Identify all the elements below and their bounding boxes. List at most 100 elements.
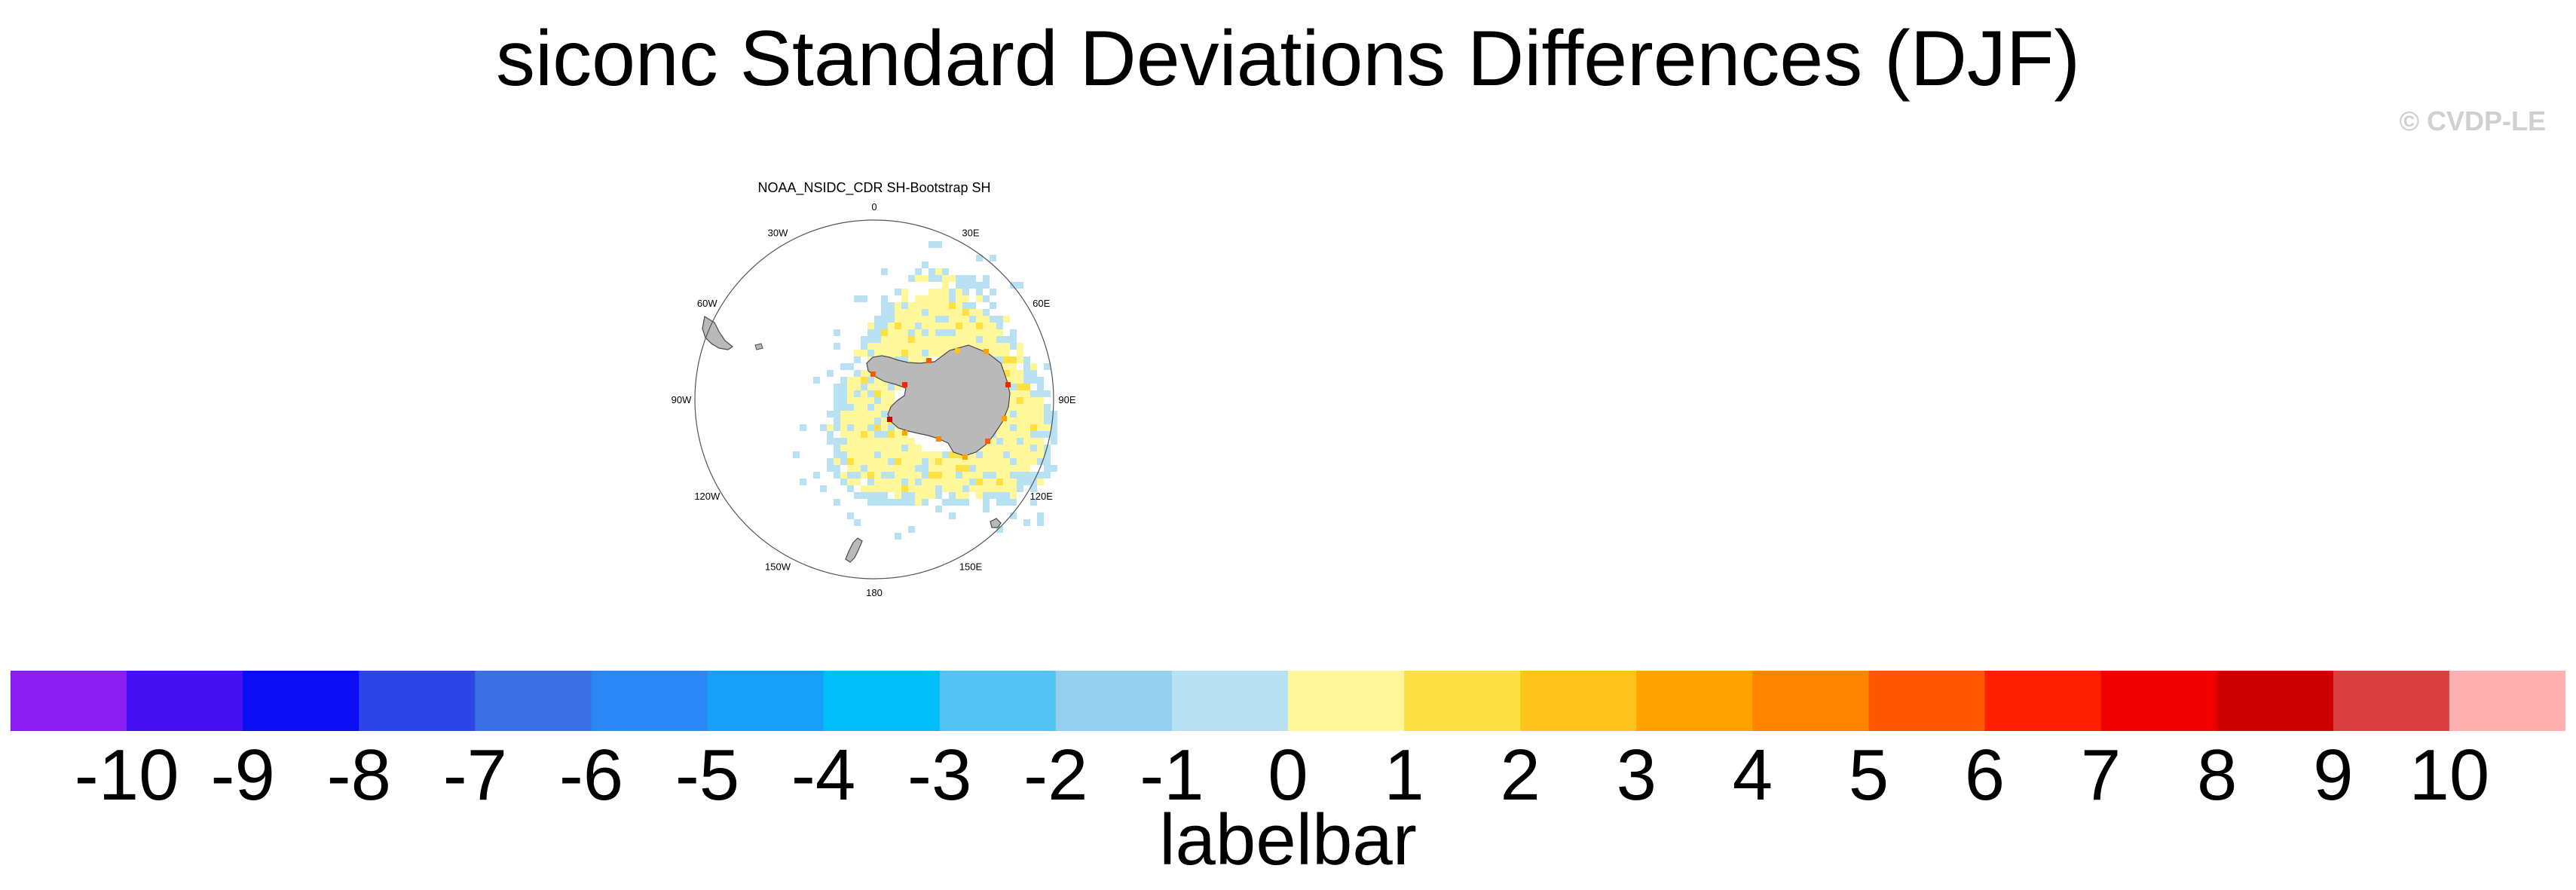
ice-cell bbox=[1003, 492, 1010, 499]
ice-cell bbox=[962, 479, 969, 485]
ice-cell bbox=[854, 370, 861, 377]
ice-cell bbox=[935, 485, 942, 492]
ice-cell bbox=[874, 336, 881, 343]
ice-cell bbox=[942, 472, 949, 479]
ice-cell bbox=[962, 492, 969, 499]
ice-cell bbox=[949, 336, 956, 343]
ice-cell bbox=[1037, 390, 1044, 397]
ice-cell bbox=[929, 316, 935, 323]
ice-cell bbox=[888, 309, 895, 316]
ice-cell bbox=[996, 492, 1003, 499]
ice-cell bbox=[888, 302, 895, 309]
ice-cell bbox=[1010, 424, 1017, 431]
labelbar-box bbox=[2449, 671, 2565, 731]
ice-cell bbox=[1023, 377, 1030, 384]
ice-cell bbox=[908, 350, 915, 356]
ice-cell bbox=[867, 377, 874, 384]
ice-cell bbox=[929, 485, 935, 492]
ice-cell bbox=[935, 329, 942, 336]
ice-cell bbox=[1044, 451, 1051, 458]
ice-cell bbox=[1010, 282, 1017, 289]
ice-cell bbox=[901, 309, 908, 316]
ice-cell bbox=[881, 268, 888, 275]
ice-cell bbox=[1037, 451, 1044, 458]
ice-cell bbox=[1037, 458, 1044, 465]
ice-cell bbox=[949, 485, 956, 492]
ice-cell bbox=[949, 295, 956, 302]
ice-cell bbox=[895, 302, 901, 309]
ice-cell bbox=[881, 323, 888, 329]
ice-cell bbox=[867, 499, 874, 506]
ice-cell bbox=[922, 492, 929, 499]
ice-cell bbox=[962, 289, 969, 295]
ice-cell bbox=[874, 458, 881, 465]
ice-cell bbox=[867, 445, 874, 451]
ice-cell bbox=[840, 363, 847, 370]
ice-cell bbox=[888, 323, 895, 329]
ice-cell bbox=[1010, 451, 1017, 458]
ice-cell bbox=[1023, 479, 1030, 485]
ice-cell bbox=[895, 479, 901, 485]
ice-cell bbox=[1010, 438, 1017, 445]
ice-cell bbox=[854, 295, 861, 302]
ice-cell bbox=[888, 431, 895, 438]
ice-cell bbox=[1010, 479, 1017, 485]
ice-cell bbox=[922, 309, 929, 316]
ice-cell bbox=[935, 323, 942, 329]
tasmania-landmass bbox=[990, 518, 1002, 528]
ice-cell bbox=[956, 275, 962, 282]
ice-cell bbox=[942, 465, 949, 472]
ice-cell bbox=[901, 499, 908, 506]
ice-cell bbox=[1044, 465, 1051, 472]
ice-cell bbox=[861, 438, 867, 445]
ice-cell bbox=[874, 390, 881, 397]
ice-cell bbox=[949, 458, 956, 465]
ice-cell bbox=[929, 268, 935, 275]
ice-cell bbox=[881, 465, 888, 472]
ice-cell bbox=[881, 329, 888, 336]
coastal-anomaly-points bbox=[870, 348, 1011, 460]
ice-cell bbox=[929, 472, 935, 479]
ice-cell bbox=[1030, 397, 1037, 404]
ice-cell bbox=[1017, 451, 1023, 458]
ice-cell bbox=[1017, 485, 1023, 492]
ice-cell bbox=[983, 275, 990, 282]
ice-cell bbox=[1010, 377, 1017, 384]
ice-cell bbox=[888, 336, 895, 343]
ice-cell bbox=[1003, 485, 1010, 492]
south-america-landmass bbox=[702, 316, 734, 350]
ice-cell bbox=[915, 479, 922, 485]
ice-cell bbox=[1037, 472, 1044, 479]
ice-cell bbox=[827, 370, 834, 377]
ice-cell bbox=[834, 390, 840, 397]
ice-cell bbox=[820, 485, 827, 492]
ice-cell bbox=[895, 384, 901, 390]
ice-cell bbox=[915, 302, 922, 309]
ice-cell bbox=[1030, 417, 1037, 424]
ice-cell bbox=[976, 492, 983, 499]
ice-cell bbox=[1017, 417, 1023, 424]
ice-cell bbox=[983, 458, 990, 465]
labelbar-box bbox=[1171, 671, 1289, 731]
ice-cell bbox=[827, 458, 834, 465]
labelbar-tick-label: 4 bbox=[1732, 735, 1773, 815]
ice-cell bbox=[1010, 485, 1017, 492]
ice-cell bbox=[874, 424, 881, 431]
ice-cell bbox=[1037, 397, 1044, 404]
ice-cell bbox=[834, 472, 840, 479]
ice-cell bbox=[867, 390, 874, 397]
ice-cell bbox=[915, 295, 922, 302]
ice-cell bbox=[996, 499, 1003, 506]
ice-cell bbox=[1030, 363, 1037, 370]
ice-cell bbox=[990, 289, 996, 295]
ice-cell bbox=[983, 499, 990, 506]
ice-cell bbox=[1003, 356, 1010, 363]
ice-cell bbox=[1017, 479, 1023, 485]
ice-cell bbox=[908, 472, 915, 479]
labelbar-box bbox=[823, 671, 941, 731]
ice-cell bbox=[847, 438, 854, 445]
ice-cell bbox=[949, 479, 956, 485]
ice-cell bbox=[908, 438, 915, 445]
ice-cell bbox=[854, 350, 861, 356]
labelbar-box bbox=[2333, 671, 2450, 731]
